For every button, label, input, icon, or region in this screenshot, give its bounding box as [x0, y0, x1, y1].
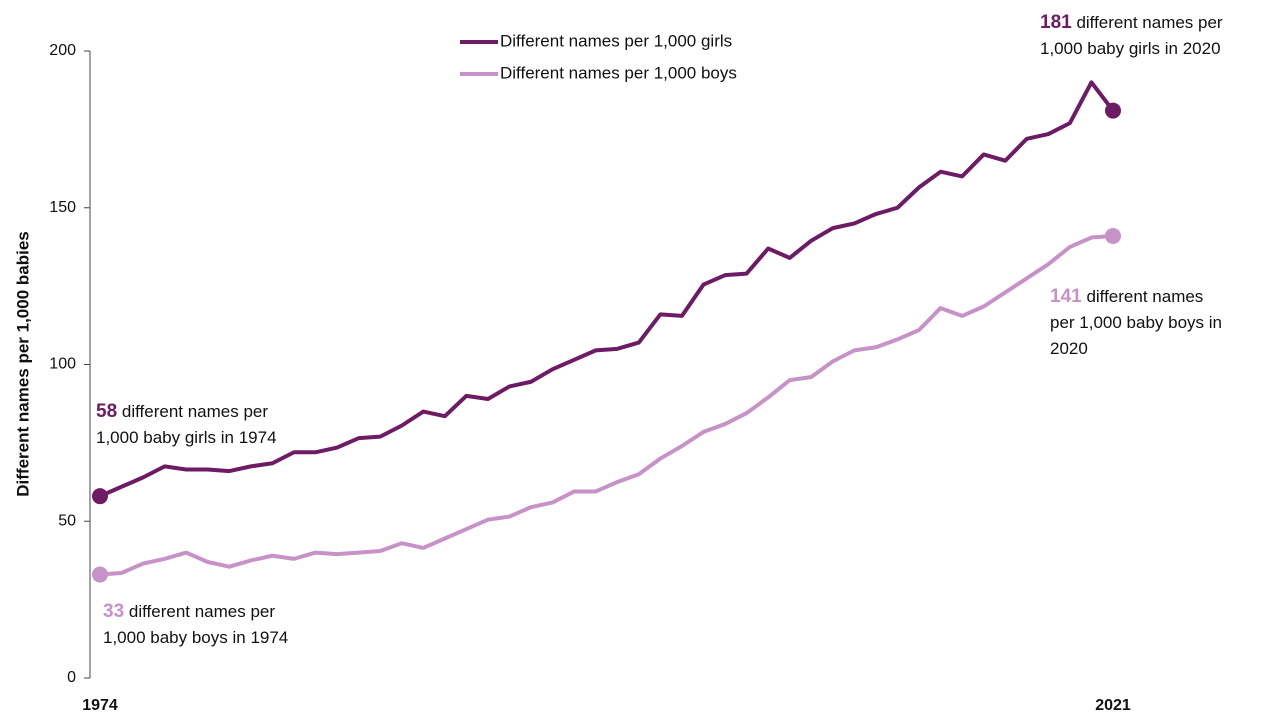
annotation: 181 different names per 1,000 baby girls … — [1040, 12, 1223, 58]
y-tick-label: 100 — [49, 356, 76, 373]
annotation: 58 different names per 1,000 baby girls i… — [96, 401, 277, 447]
y-tick-label: 0 — [67, 669, 76, 686]
y-tick-label: 150 — [49, 199, 76, 216]
end-marker — [92, 566, 108, 583]
x-tick-label: 1974 — [82, 697, 118, 714]
series-line — [99, 80, 1115, 499]
legend-label: Different names per 1,000 boys — [500, 63, 737, 82]
annotation: 141 different names per 1,000 baby boys i… — [1050, 286, 1222, 358]
annotation: 33 different names per 1,000 baby boys in… — [103, 601, 288, 647]
y-tick-label: 50 — [58, 512, 76, 529]
end-marker — [1105, 227, 1121, 244]
y-axis-label: Different names per 1,000 babies — [13, 231, 32, 497]
end-marker — [92, 488, 108, 505]
series-line — [99, 233, 1114, 577]
y-tick-label: 200 — [49, 42, 76, 59]
end-marker — [1105, 102, 1121, 119]
legend-label: Different names per 1,000 girls — [500, 31, 732, 50]
x-tick-label: 2021 — [1095, 697, 1131, 714]
